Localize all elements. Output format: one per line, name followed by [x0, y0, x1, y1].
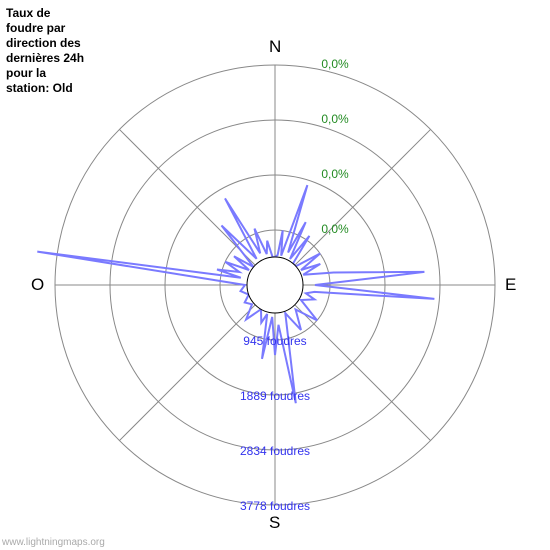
- cardinal-south: S: [269, 513, 280, 533]
- spoke: [119, 129, 255, 265]
- ring-label-count: 3778 foudres: [240, 499, 310, 513]
- center-hub: [247, 257, 303, 313]
- ring-label-percent: 0,0%: [321, 167, 348, 181]
- ring-label-count: 2834 foudres: [240, 444, 310, 458]
- ring-label-percent: 0,0%: [321, 57, 348, 71]
- footer-credit: www.lightningmaps.org: [2, 537, 105, 548]
- ring-label-percent: 0,0%: [321, 112, 348, 126]
- cardinal-west: O: [31, 275, 44, 295]
- chart-title: Taux defoudre pardirection desdernières …: [6, 6, 84, 96]
- spoke: [295, 129, 431, 265]
- chart-container: Taux defoudre pardirection desdernières …: [0, 0, 550, 550]
- ring-label-count: 1889 foudres: [240, 389, 310, 403]
- ring-label-percent: 0,0%: [321, 222, 348, 236]
- cardinal-north: N: [269, 37, 281, 57]
- ring-label-count: 945 foudres: [243, 334, 306, 348]
- spoke: [119, 305, 255, 441]
- lightning-direction-polygon: [37, 185, 434, 403]
- cardinal-east: E: [505, 275, 516, 295]
- spoke: [295, 305, 431, 441]
